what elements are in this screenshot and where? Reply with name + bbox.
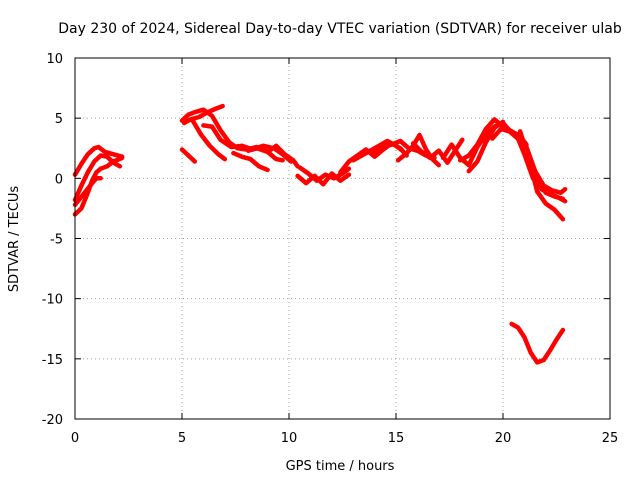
series-line-arc-07 [182, 150, 195, 162]
x-tick-label: 10 [281, 431, 298, 446]
series-line-arc-24 [520, 131, 563, 219]
y-tick-label: 10 [46, 52, 63, 67]
data-series [75, 106, 565, 362]
y-tick-label: -20 [42, 413, 63, 428]
y-tick-label: -15 [42, 353, 63, 368]
x-axis-label: GPS time / hours [286, 459, 395, 474]
x-tick-label: 5 [178, 431, 186, 446]
y-axis-label: SDTVAR / TECUs [7, 186, 22, 293]
grid-lines [75, 58, 610, 419]
series-line-arc-26 [512, 324, 563, 363]
chart-title: Day 230 of 2024, Sidereal Day-to-day VTE… [58, 21, 622, 37]
y-tick-label: 5 [55, 112, 63, 127]
x-tick-label: 20 [495, 431, 512, 446]
series-line-arc-25 [527, 147, 566, 193]
series-line-arc-10 [233, 153, 267, 170]
x-tick-label: 0 [71, 431, 79, 446]
x-tick-label: 25 [602, 431, 619, 446]
y-tick-label: -10 [42, 293, 63, 308]
y-tick-label: -5 [50, 233, 63, 248]
axis-ticks: 0 5 10 15 20 25 -20 -15 -10 -5 0 5 10 [42, 52, 619, 446]
sdtvar-chart: Day 230 of 2024, Sidereal Day-to-day VTE… [0, 0, 640, 480]
x-tick-label: 15 [388, 431, 405, 446]
y-tick-label: 0 [55, 172, 63, 187]
